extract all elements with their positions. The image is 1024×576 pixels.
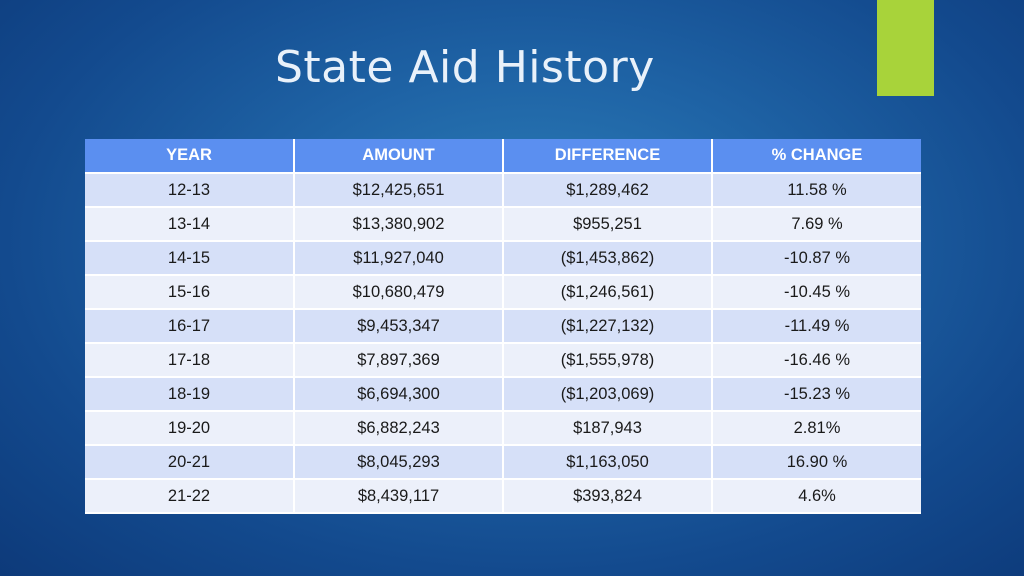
table-header-row: YEAR AMOUNT DIFFERENCE % CHANGE bbox=[85, 139, 921, 174]
table-row: 17-18 $7,897,369 ($1,555,978) -16.46 % bbox=[85, 343, 921, 378]
cell-difference: $1,289,462 bbox=[503, 173, 713, 208]
table-row: 20-21 $8,045,293 $1,163,050 16.90 % bbox=[85, 445, 921, 480]
cell-year: 16-17 bbox=[85, 309, 295, 344]
cell-amount: $10,680,479 bbox=[294, 275, 504, 310]
cell-amount: $7,897,369 bbox=[294, 343, 504, 378]
cell-year: 21-22 bbox=[85, 479, 295, 514]
accent-bar bbox=[877, 0, 934, 96]
cell-difference: ($1,246,561) bbox=[503, 275, 713, 310]
table-row: 12-13 $12,425,651 $1,289,462 11.58 % bbox=[85, 173, 921, 208]
cell-difference: $393,824 bbox=[503, 479, 713, 514]
cell-year: 14-15 bbox=[85, 241, 295, 276]
header-year: YEAR bbox=[85, 139, 295, 174]
slide-title: State Aid History bbox=[275, 42, 655, 93]
table-row: 18-19 $6,694,300 ($1,203,069) -15.23 % bbox=[85, 377, 921, 412]
cell-percent-change: 7.69 % bbox=[712, 207, 921, 242]
cell-difference: ($1,555,978) bbox=[503, 343, 713, 378]
cell-percent-change: 4.6% bbox=[712, 479, 921, 514]
cell-percent-change: -11.49 % bbox=[712, 309, 921, 344]
cell-amount: $8,439,117 bbox=[294, 479, 504, 514]
cell-difference: ($1,227,132) bbox=[503, 309, 713, 344]
cell-year: 20-21 bbox=[85, 445, 295, 480]
cell-difference: $1,163,050 bbox=[503, 445, 713, 480]
cell-percent-change: 11.58 % bbox=[712, 173, 921, 208]
cell-amount: $8,045,293 bbox=[294, 445, 504, 480]
cell-amount: $6,882,243 bbox=[294, 411, 504, 446]
cell-difference: ($1,453,862) bbox=[503, 241, 713, 276]
table-row: 13-14 $13,380,902 $955,251 7.69 % bbox=[85, 207, 921, 242]
cell-year: 19-20 bbox=[85, 411, 295, 446]
cell-percent-change: -10.87 % bbox=[712, 241, 921, 276]
cell-year: 17-18 bbox=[85, 343, 295, 378]
cell-amount: $9,453,347 bbox=[294, 309, 504, 344]
cell-amount: $11,927,040 bbox=[294, 241, 504, 276]
cell-percent-change: -10.45 % bbox=[712, 275, 921, 310]
cell-percent-change: -15.23 % bbox=[712, 377, 921, 412]
cell-difference: $955,251 bbox=[503, 207, 713, 242]
cell-amount: $13,380,902 bbox=[294, 207, 504, 242]
state-aid-table: YEAR AMOUNT DIFFERENCE % CHANGE 12-13 $1… bbox=[85, 139, 921, 514]
cell-year: 12-13 bbox=[85, 173, 295, 208]
table-row: 15-16 $10,680,479 ($1,246,561) -10.45 % bbox=[85, 275, 921, 310]
table-row: 19-20 $6,882,243 $187,943 2.81% bbox=[85, 411, 921, 446]
header-amount: AMOUNT bbox=[294, 139, 504, 174]
cell-difference: ($1,203,069) bbox=[503, 377, 713, 412]
cell-percent-change: -16.46 % bbox=[712, 343, 921, 378]
header-difference: DIFFERENCE bbox=[503, 139, 713, 174]
table-row: 21-22 $8,439,117 $393,824 4.6% bbox=[85, 479, 921, 514]
cell-amount: $6,694,300 bbox=[294, 377, 504, 412]
cell-difference: $187,943 bbox=[503, 411, 713, 446]
cell-amount: $12,425,651 bbox=[294, 173, 504, 208]
cell-percent-change: 2.81% bbox=[712, 411, 921, 446]
cell-year: 13-14 bbox=[85, 207, 295, 242]
cell-year: 15-16 bbox=[85, 275, 295, 310]
cell-percent-change: 16.90 % bbox=[712, 445, 921, 480]
table-row: 14-15 $11,927,040 ($1,453,862) -10.87 % bbox=[85, 241, 921, 276]
table-row: 16-17 $9,453,347 ($1,227,132) -11.49 % bbox=[85, 309, 921, 344]
header-percent-change: % CHANGE bbox=[712, 139, 921, 174]
cell-year: 18-19 bbox=[85, 377, 295, 412]
